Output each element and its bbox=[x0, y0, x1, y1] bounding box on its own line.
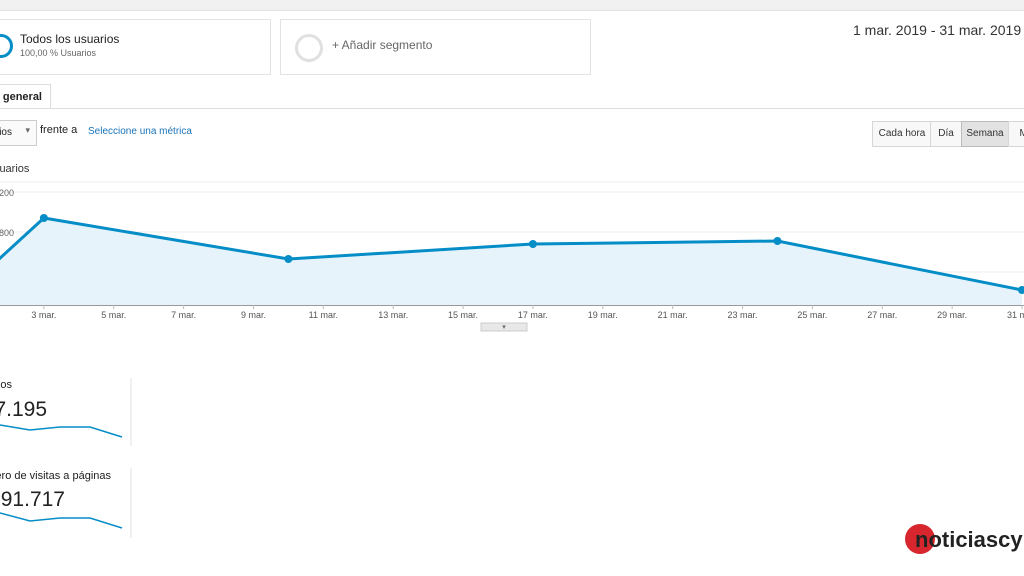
y-axis-label: Usuarios bbox=[0, 163, 30, 175]
granularity-button-active[interactable]: Semana bbox=[961, 121, 1009, 147]
sparkline bbox=[0, 424, 123, 438]
watermark-text: noticiascyl bbox=[915, 527, 1024, 552]
add-segment[interactable]: + Añadir segmento bbox=[280, 19, 591, 75]
metric-dropdown[interactable]: Usuarios ▾ bbox=[0, 120, 37, 146]
x-tick-label: 17 mar. bbox=[518, 310, 548, 320]
x-tick-label: 25 mar. bbox=[797, 310, 827, 320]
watermark-logo bbox=[905, 524, 935, 554]
scorecard-label: Usuarios bbox=[0, 379, 12, 391]
segment-title: Todos los usuarios bbox=[20, 32, 120, 46]
tab-label: Visión general bbox=[0, 91, 42, 103]
x-tick-label: 5 mar. bbox=[101, 310, 126, 320]
select-metric-link[interactable]: Seleccione una métrica bbox=[88, 126, 192, 137]
point bbox=[773, 237, 782, 245]
handle-arrow: ▾ bbox=[502, 324, 506, 331]
metric-label: Usuarios bbox=[0, 127, 12, 138]
point bbox=[1018, 286, 1024, 294]
area bbox=[0, 218, 1022, 305]
x-tick-label: 3 mar. bbox=[31, 310, 56, 320]
add-segment-label: + Añadir segmento bbox=[332, 38, 433, 52]
sparkline bbox=[0, 512, 123, 529]
date-range[interactable]: 1 mar. 2019 - 31 mar. 2019 bbox=[853, 22, 1022, 38]
y-tick-label: 800 bbox=[0, 228, 14, 238]
x-tick-label: 9 mar. bbox=[241, 310, 266, 320]
x-tick-label: 29 mar. bbox=[937, 310, 967, 320]
x-tick-label: 23 mar. bbox=[728, 310, 758, 320]
tab-line bbox=[0, 108, 1024, 109]
x-tick-label: 7 mar. bbox=[171, 310, 196, 320]
chart-resize-handle[interactable] bbox=[480, 322, 528, 332]
segment-card[interactable]: Todos los usuarios 100,00 % Usuarios bbox=[0, 19, 271, 75]
x-tick-label: 15 mar. bbox=[448, 310, 478, 320]
scorecard-value: 17.195 bbox=[0, 398, 47, 421]
segment-icon bbox=[0, 34, 13, 58]
x-tick-label: 13 mar. bbox=[378, 310, 408, 320]
x-tick-label: 21 mar. bbox=[658, 310, 688, 320]
x-tick-label: 19 mar. bbox=[588, 310, 618, 320]
granularity-button[interactable]: Mes bbox=[1008, 121, 1024, 147]
granularity-button[interactable]: Cada hora bbox=[872, 121, 932, 147]
y-tick-label: 1.200 bbox=[0, 188, 14, 198]
dropdown-arrow: ▾ bbox=[25, 125, 30, 135]
x-tick-label: 31 mar. bbox=[1007, 310, 1024, 320]
top-bar bbox=[0, 0, 1024, 11]
point bbox=[528, 240, 537, 248]
line bbox=[0, 216, 1023, 292]
x-tick-label: 27 mar. bbox=[867, 310, 897, 320]
point bbox=[284, 255, 293, 263]
plot bbox=[0, 214, 1024, 305]
scorecard-label: Número de visitas a páginas bbox=[0, 470, 111, 482]
segment-icon bbox=[295, 34, 323, 62]
versus-label: frente a bbox=[40, 124, 78, 136]
granularity-button[interactable]: Día bbox=[930, 121, 962, 147]
watermark: noticiascyl bbox=[915, 527, 1024, 553]
x-ticks: 3 mar. 5 mar. 7 mar. 9 mar. 11 mar. 13 mar. 15… bbox=[31, 305, 1024, 320]
point bbox=[39, 214, 48, 222]
scorecard-value: 191.717 bbox=[0, 488, 65, 511]
x-tick-label: 11 mar. bbox=[309, 310, 338, 320]
segment-subtitle: 100,00 % Usuarios bbox=[20, 48, 97, 58]
tab[interactable]: Visión general bbox=[0, 84, 51, 109]
